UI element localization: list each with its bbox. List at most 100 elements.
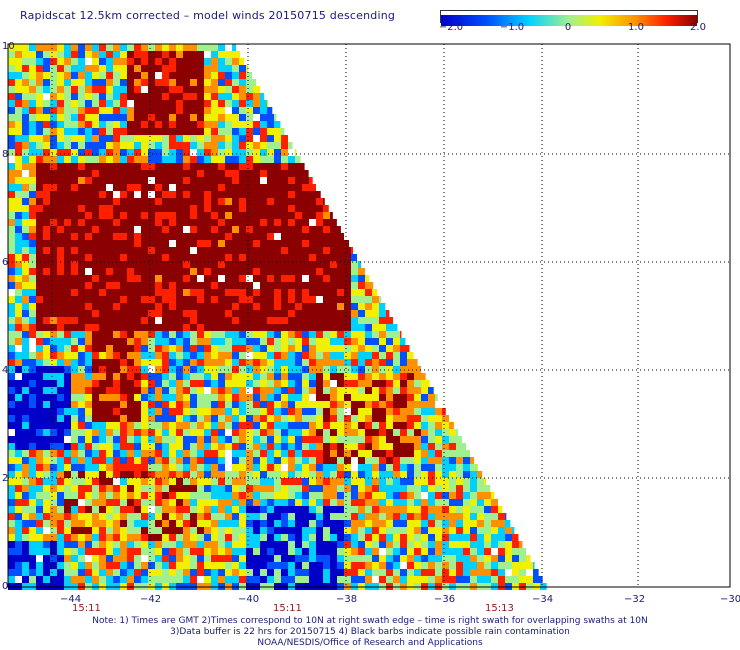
data-cell <box>253 233 260 240</box>
data-cell <box>148 51 155 58</box>
data-cell <box>302 562 309 569</box>
data-cell <box>253 555 260 562</box>
data-cell <box>330 443 337 450</box>
data-cell <box>316 387 323 394</box>
data-cell <box>197 569 204 576</box>
data-cell <box>316 562 323 569</box>
data-cell <box>120 506 127 513</box>
data-cell <box>15 415 22 422</box>
data-cell <box>379 373 386 380</box>
data-cell <box>442 464 449 471</box>
data-cell <box>218 401 225 408</box>
data-cell <box>15 100 22 107</box>
data-cell <box>302 499 309 506</box>
data-cell <box>421 464 428 471</box>
data-cell <box>190 562 197 569</box>
data-cell <box>470 576 477 583</box>
data-cell <box>463 562 470 569</box>
data-cell <box>120 527 127 534</box>
data-cell <box>15 408 22 415</box>
data-cell <box>29 205 36 212</box>
data-cell <box>113 352 120 359</box>
data-cell <box>246 191 253 198</box>
data-cell <box>323 471 330 478</box>
data-cell <box>232 163 239 170</box>
data-cell <box>477 562 484 569</box>
data-cell <box>71 534 78 541</box>
data-cell <box>204 282 211 289</box>
data-cell <box>316 226 323 233</box>
data-cell <box>78 401 85 408</box>
data-cell <box>141 513 148 520</box>
data-cell <box>211 422 218 429</box>
data-cell <box>183 114 190 121</box>
data-cell <box>372 562 379 569</box>
data-cell <box>92 443 99 450</box>
data-cell <box>148 170 155 177</box>
data-cell <box>372 450 379 457</box>
data-cell <box>260 170 267 177</box>
data-cell <box>120 58 127 65</box>
data-cell <box>64 485 71 492</box>
data-cell <box>127 198 134 205</box>
data-cell <box>323 576 330 583</box>
data-cell <box>141 576 148 583</box>
data-cell <box>92 408 99 415</box>
data-cell <box>260 338 267 345</box>
data-cell <box>50 422 57 429</box>
data-cell <box>43 289 50 296</box>
data-cell <box>218 163 225 170</box>
data-cell <box>99 436 106 443</box>
data-cell <box>225 51 232 58</box>
data-cell <box>379 576 386 583</box>
data-cell <box>274 296 281 303</box>
data-cell <box>274 198 281 205</box>
data-cell <box>8 44 15 51</box>
data-cell <box>295 170 302 177</box>
data-cell <box>428 387 434 394</box>
data-cell <box>393 555 400 562</box>
data-cell <box>260 520 267 527</box>
data-cell <box>358 317 365 324</box>
data-cell <box>57 443 64 450</box>
data-cell <box>372 387 379 394</box>
data-cell <box>225 485 232 492</box>
data-cell <box>50 268 57 275</box>
data-cell <box>379 506 386 513</box>
data-cell <box>169 394 176 401</box>
data-cell <box>484 569 491 576</box>
data-cell <box>288 184 295 191</box>
data-cell <box>183 324 190 331</box>
data-cell <box>267 562 274 569</box>
data-cell <box>36 415 43 422</box>
data-cell <box>155 450 162 457</box>
data-cell <box>176 149 183 156</box>
data-cell <box>260 485 267 492</box>
data-cell <box>127 387 134 394</box>
data-cell <box>428 485 435 492</box>
data-cell <box>85 135 92 142</box>
data-cell <box>57 310 64 317</box>
data-cell <box>85 429 92 436</box>
data-cell <box>274 548 281 555</box>
data-cell <box>183 576 190 583</box>
data-cell <box>407 471 414 478</box>
data-cell <box>288 268 295 275</box>
data-cell <box>71 569 78 576</box>
data-cell <box>50 506 57 513</box>
data-cell <box>260 121 267 128</box>
data-cell <box>183 436 190 443</box>
data-cell <box>309 520 316 527</box>
data-cell <box>36 289 43 296</box>
data-cell <box>204 58 211 65</box>
data-cell <box>148 114 155 121</box>
data-cell <box>211 44 218 51</box>
data-cell <box>29 576 36 583</box>
data-cell <box>64 464 71 471</box>
data-cell <box>162 324 169 331</box>
data-cell <box>85 114 92 121</box>
data-cell <box>246 576 253 583</box>
data-cell <box>78 534 85 541</box>
data-cell <box>337 226 341 233</box>
data-cell <box>57 233 64 240</box>
